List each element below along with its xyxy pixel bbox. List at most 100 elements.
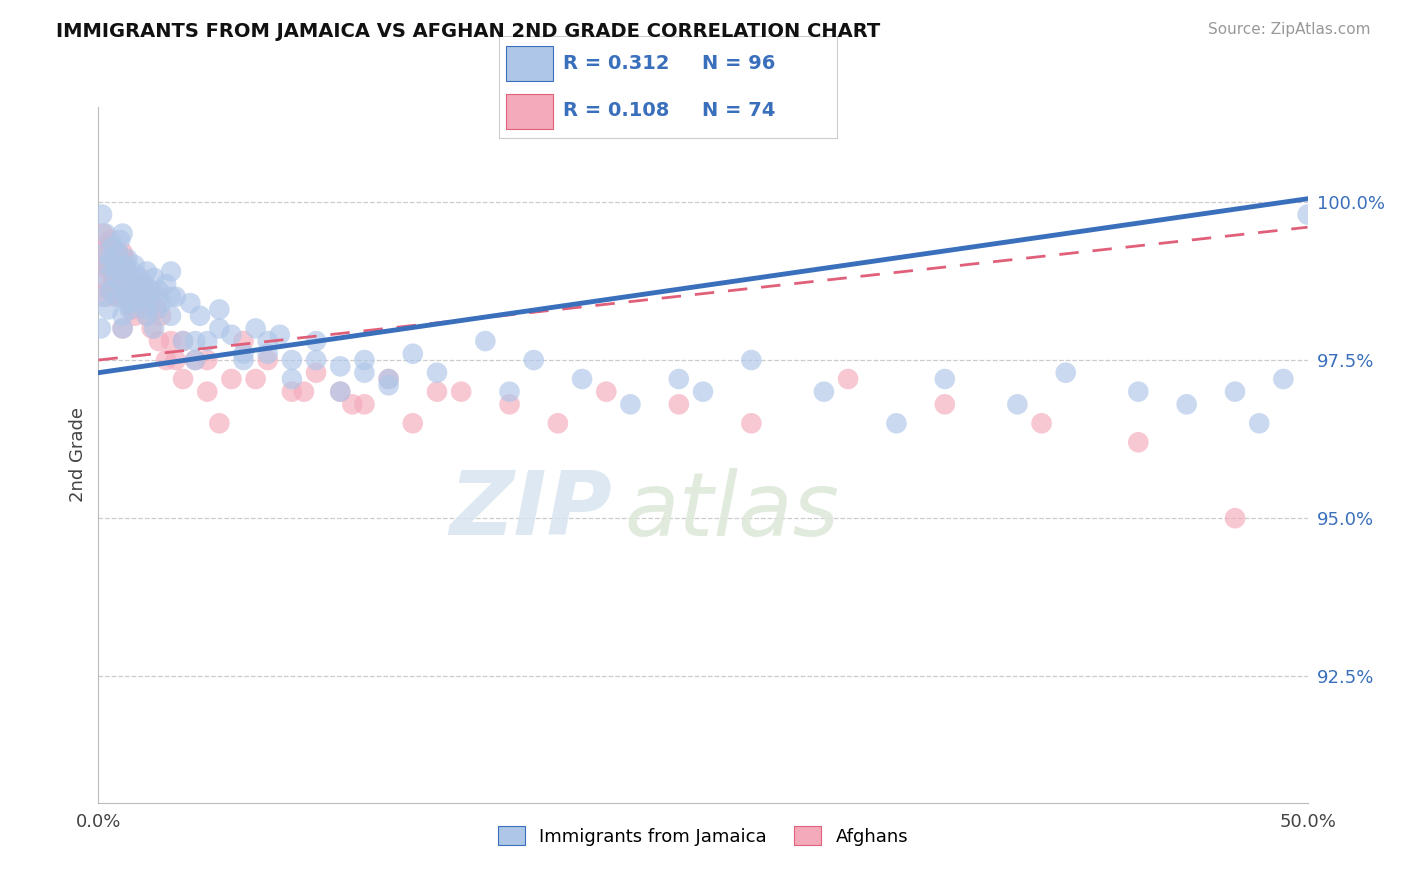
Point (450, 384, 472, 399)
Point (668, 397, 690, 411)
Point (111, 245, 134, 260)
Point (108, 233, 131, 247)
Point (1296, 208, 1319, 222)
Point (740, 417, 762, 431)
Point (108, 277, 131, 292)
Y-axis label: 2nd Grade: 2nd Grade (69, 408, 87, 502)
Point (124, 296, 146, 310)
Point (329, 384, 352, 399)
Point (934, 397, 956, 411)
Point (89, 258, 111, 272)
Point (148, 334, 170, 348)
Point (188, 309, 211, 323)
Point (402, 347, 425, 361)
Point (134, 277, 156, 292)
Point (138, 290, 160, 304)
Point (305, 353, 328, 368)
Point (740, 353, 762, 368)
Point (292, 384, 315, 399)
Point (97, 302, 120, 317)
Point (107, 245, 129, 260)
Point (1175, 397, 1198, 411)
Point (135, 309, 157, 323)
Text: atlas: atlas (624, 467, 839, 554)
Point (498, 397, 520, 411)
Point (94, 227, 117, 241)
Point (179, 296, 201, 310)
Point (114, 252, 136, 266)
Point (523, 353, 546, 368)
Point (692, 384, 714, 399)
Point (1272, 372, 1295, 386)
Point (172, 334, 194, 348)
FancyBboxPatch shape (506, 46, 553, 81)
Point (353, 397, 375, 411)
Point (108, 258, 131, 272)
Point (135, 302, 157, 317)
Point (134, 277, 156, 292)
Point (305, 334, 328, 348)
Point (160, 290, 183, 304)
Point (94, 239, 117, 253)
Point (90, 321, 112, 335)
Point (114, 290, 136, 304)
Point (245, 372, 267, 386)
Point (145, 302, 167, 317)
Point (111, 321, 134, 335)
Text: N = 74: N = 74 (702, 101, 775, 120)
Point (111, 309, 134, 323)
Point (141, 284, 163, 298)
Point (91, 208, 114, 222)
Point (101, 277, 124, 292)
Point (131, 290, 153, 304)
Point (172, 372, 194, 386)
Point (160, 309, 183, 323)
Point (100, 264, 122, 278)
Point (108, 284, 131, 298)
Point (117, 296, 139, 310)
Point (184, 334, 207, 348)
Point (91, 227, 114, 241)
Point (353, 366, 375, 380)
Text: Source: ZipAtlas.com: Source: ZipAtlas.com (1208, 22, 1371, 37)
Point (107, 270, 129, 285)
Point (94, 290, 117, 304)
Point (143, 270, 166, 285)
Text: R = 0.108: R = 0.108 (564, 101, 669, 120)
Point (245, 321, 267, 335)
Point (160, 264, 183, 278)
Point (150, 296, 173, 310)
Point (232, 334, 254, 348)
Point (155, 277, 177, 292)
Point (124, 277, 146, 292)
Point (281, 353, 304, 368)
Point (114, 270, 136, 285)
Point (97, 258, 120, 272)
Point (91, 290, 114, 304)
Point (91, 270, 114, 285)
Point (221, 372, 243, 386)
Point (1223, 511, 1246, 525)
Point (114, 258, 136, 272)
Text: ZIP: ZIP (450, 467, 613, 554)
Text: R = 0.312: R = 0.312 (564, 54, 669, 73)
Point (97, 284, 120, 298)
Point (101, 252, 124, 266)
Point (111, 321, 134, 335)
Point (91, 258, 114, 272)
Point (595, 384, 617, 399)
Point (172, 334, 194, 348)
Point (124, 309, 146, 323)
Point (104, 258, 127, 272)
Point (195, 334, 218, 348)
Point (342, 397, 364, 411)
Point (184, 353, 207, 368)
Point (571, 372, 593, 386)
Point (97, 258, 120, 272)
Point (256, 347, 278, 361)
Point (221, 327, 243, 342)
Point (148, 284, 170, 298)
Point (100, 233, 122, 247)
Point (100, 252, 122, 266)
Point (547, 417, 569, 431)
